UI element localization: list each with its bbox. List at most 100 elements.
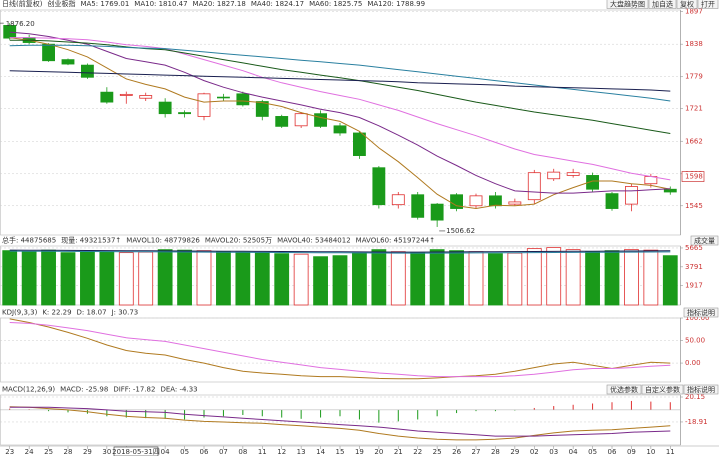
x-tick-label: 23 [5,448,14,456]
candle-body [508,201,522,205]
button[interactable] [690,235,719,246]
button[interactable] [606,0,649,9]
x-tick-label: 22 [413,448,422,456]
candle-body [625,186,638,205]
legend-entry: MA120: 1788.99 [367,0,425,8]
volume-bar [80,250,95,306]
candle-body [275,116,289,127]
volume-bar [313,256,328,306]
volume-bar [293,253,309,306]
candle-body [605,193,619,209]
x-tick-label: 26 [452,448,461,456]
y-tick-label: 100.00 [685,314,710,322]
button-label[interactable]: 打开 [701,0,715,9]
volume-bar [41,249,56,306]
series-line [9,37,671,181]
legend-entry: KDJ(9,3,3) [2,309,38,317]
button[interactable] [683,307,719,318]
volume-bar [565,249,581,306]
volume-bar [99,251,115,306]
button[interactable] [676,0,698,9]
volume-bar [585,251,600,306]
button-label[interactable]: 指标说明 [687,308,715,317]
y-tick-label: 5665 [685,244,703,252]
date-highlight [113,446,159,456]
candle-body [411,194,425,218]
candle-body [100,91,114,103]
volume-bar [624,249,639,306]
button-label[interactable]: 大盘趋势图 [610,0,645,9]
x-tick-label: 14 [316,448,325,456]
legend-entry: DIFF: -17.82 [113,386,155,394]
series-line [9,70,671,92]
legend-entry: DEA: -4.33 [160,386,197,394]
button-label[interactable]: 指标说明 [687,385,715,394]
legend-entry: D: 18.07 [77,309,107,317]
volume-bar [118,252,134,306]
button-label[interactable]: 优选参数 [610,385,638,394]
series-line [9,249,671,253]
y-tick-label: 1917 [685,282,703,290]
price-label: 1598 [685,173,703,181]
button-label[interactable]: 成交量 [694,236,715,245]
legend-entry: MAVOL60: 45197244↑ [356,237,435,245]
x-tick-label: 25 [433,448,442,456]
x-tick-label: 04 [161,448,170,456]
legend-entry: 总手: 44875685 [2,236,56,245]
x-tick-label: 10 [646,448,655,456]
y-tick-label: 1897 [685,8,703,16]
volume-bar [488,253,503,306]
legend-entry: MAVOL20: 52505万 [205,237,272,245]
button-label[interactable]: 自定义参数 [645,385,680,394]
legend-entry: 现量: 49321537↑ [61,237,121,245]
button[interactable] [648,0,677,9]
candle-body [372,167,386,206]
x-tick-label: 29 [83,448,92,456]
x-tick-label: 06 [200,448,209,456]
legend-entry: K: 22.29 [42,309,71,317]
candle-body [178,112,191,115]
button-label[interactable]: 复权 [680,0,694,9]
x-tick-label: 19 [355,448,364,456]
button[interactable] [641,384,684,395]
candle-body [547,171,561,180]
candle-body [314,113,327,127]
candle-body [663,188,677,193]
button[interactable] [606,384,642,395]
series-line [9,44,671,102]
legend-entry: 日线(前复权) [2,0,43,8]
y-tick-label: 1838 [685,40,703,48]
legend-entry: MACD: -25.98 [60,386,108,394]
volume-bar [507,252,523,306]
candle-body [255,101,269,117]
y-tick-label: 0.00 [685,359,701,367]
low-annotation: 1506.62 [446,227,475,235]
volume-bar [60,252,76,306]
series-line [9,318,671,380]
legend-entry: MA20: 1827.18 [193,0,246,8]
candle-body [353,132,366,156]
x-tick-label: 15 [336,448,345,456]
legend-entry: 创业板指 [47,0,75,8]
volume-bar [546,247,562,306]
series-line [9,39,671,134]
x-tick-label: 2018-05-31四 [112,448,160,456]
x-tick-label: 07 [219,448,228,456]
candle-body [469,195,483,207]
price-box [681,171,705,182]
candle-body [586,175,599,190]
legend-entry: MAVOL10: 48779826 [126,237,200,245]
panel-border [0,394,681,446]
x-tick-label: 24 [25,448,34,456]
candle-body [333,125,347,134]
volume-bar [410,252,426,306]
button-label[interactable]: 加自选 [652,0,673,9]
volume-bar [643,249,659,306]
candle-body [527,172,541,201]
series-line [9,31,671,194]
button[interactable] [697,0,719,9]
candle-body [3,25,17,39]
x-tick-label: 05 [180,448,189,456]
y-tick-label: 1662 [685,137,703,145]
button[interactable] [683,384,719,395]
